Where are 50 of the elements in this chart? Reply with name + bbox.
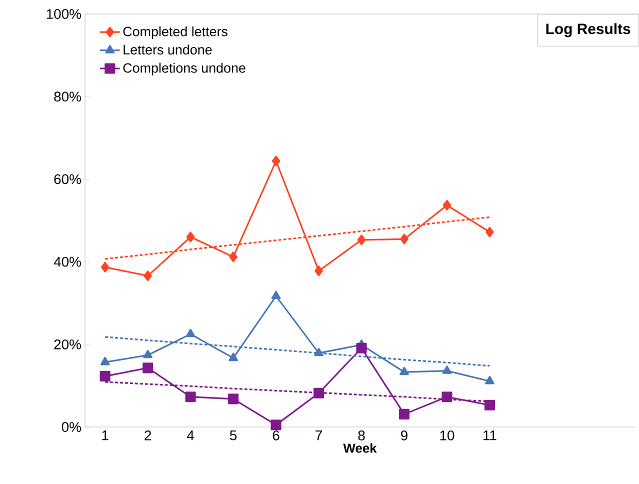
x-tick-label: 5 (230, 430, 237, 440)
legend-label: Completed letters (123, 26, 228, 39)
point (272, 156, 280, 166)
point (100, 370, 110, 382)
point (400, 234, 408, 244)
point (400, 366, 409, 376)
point (485, 376, 494, 384)
point (100, 262, 110, 272)
point (357, 234, 366, 246)
x-tick-label: 7 (316, 430, 322, 440)
point (186, 328, 196, 338)
point (271, 290, 281, 300)
x-tick-label: 2 (144, 430, 152, 440)
point (314, 348, 324, 356)
y-tick-label: 80% (54, 92, 81, 102)
point (228, 394, 239, 404)
x-tick-label: 9 (401, 430, 408, 440)
y-tick-label: 0% (62, 422, 81, 432)
point (185, 392, 196, 402)
point (100, 356, 110, 366)
point (229, 252, 238, 262)
point (442, 200, 452, 210)
point (442, 366, 452, 374)
x-tick-label: 6 (272, 430, 280, 440)
text: Log Results (546, 23, 630, 38)
point (186, 232, 195, 242)
x-tick-label: 1 (102, 430, 108, 440)
y-tick-label: 20% (54, 339, 81, 350)
legend-label: Letters undone (124, 44, 212, 55)
point (484, 400, 495, 410)
point (313, 388, 324, 398)
point (398, 408, 410, 420)
x-tick-label: 8 (358, 430, 365, 440)
x-axis-title: Week (343, 443, 377, 453)
y-tick-label: 60% (54, 174, 81, 184)
point (442, 392, 452, 402)
point (228, 352, 238, 362)
y-tick-label: 40% (54, 256, 81, 267)
point (144, 270, 152, 282)
x-tick-label: 4 (186, 430, 194, 440)
point (142, 362, 154, 374)
x-tick-label: 10 (440, 430, 454, 440)
point (486, 226, 494, 238)
x-tick-label: 11 (484, 430, 496, 440)
point (270, 420, 282, 430)
point (356, 342, 367, 354)
y-tick-label: 100% (46, 9, 81, 19)
point (314, 266, 323, 276)
point (143, 350, 153, 358)
legend-label: Completions undone (123, 62, 246, 76)
